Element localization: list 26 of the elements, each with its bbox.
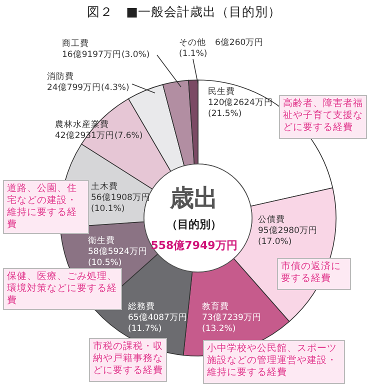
data-label: 58億5924万円(10.5%) [88,246,148,268]
text: 保健、医療、ごみ処理、環境対策などに要する経費 [3,268,122,310]
slice-label: 総務費 [127,301,155,312]
data-label: 73億7239万円(13.2%) [202,312,262,334]
slice-label: 教育費 [202,301,229,312]
text: 道路、公園、住宅などの建設・維持に要する経費 [3,180,89,234]
slice-label: 商工費 [62,38,89,49]
text: 歳出 [169,184,218,212]
slice-label: 衛生費 [88,235,115,246]
slice-label: 民生費 [208,86,235,97]
text: 市税の課税・収納や戸籍事務などに要する経費 [89,338,167,382]
slice-label: 消防費 [47,71,74,82]
text: 小中学校や公民館、スポーツ施設などの管理運営や建設・維持に要する経費 [203,340,345,384]
data-label: 95億2980万円(17.0%) [258,225,318,247]
slice-label: 公債費 [258,214,285,225]
text: （目的別） [166,218,222,231]
data-label: 120億2624万円(21.5%) [208,97,273,119]
data-label: 24億799万円(4.3%) [47,82,130,93]
chart-title: 図２ ■一般会計歳出（目的別） [87,4,281,19]
data-label: 65億4087万円(11.7%) [128,312,188,334]
slice-label: その他 6億260万円(1.1%) [179,37,264,59]
slice-label: 土木費 [91,181,118,192]
text: 高齢者、障害者福祉や子育て支援などに要する経費 [279,95,367,139]
data-label: 16億9197万円(3.0%) [62,49,150,60]
text: 市債の返済に要する経費 [277,258,351,290]
text: 558億7949万円 [150,239,238,252]
